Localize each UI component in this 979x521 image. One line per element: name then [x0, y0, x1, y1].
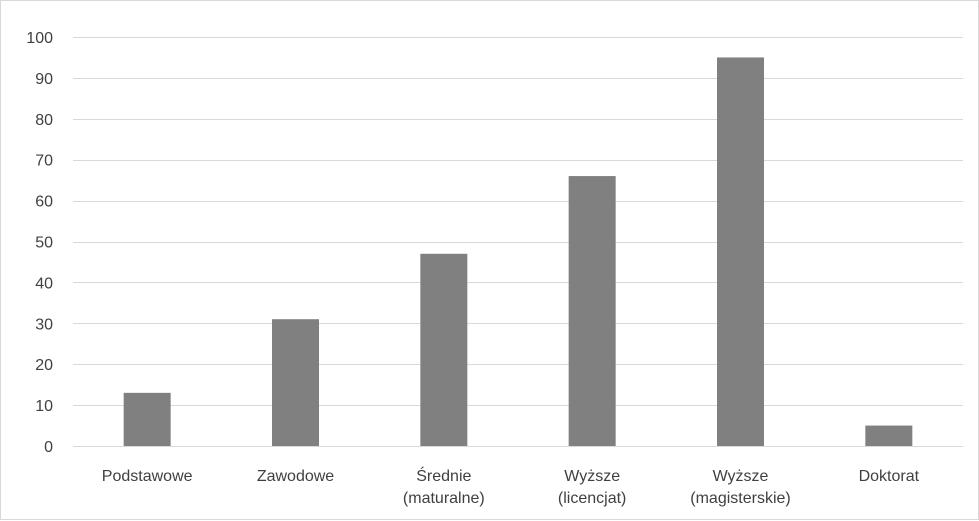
x-axis-category-labels: Podstawowe Zawodowe Średnie (maturalne) Wyżs… [102, 466, 920, 507]
bar-4 [717, 57, 764, 446]
y-tick-label: 0 [44, 439, 53, 456]
x-category-label-line: Podstawowe [102, 468, 193, 485]
bar-3 [568, 176, 616, 446]
x-category-label-line: Wyższe [713, 468, 769, 485]
bar-0 [123, 392, 171, 446]
gridlines [73, 37, 963, 447]
x-category-label-line: Doktorat [859, 468, 920, 485]
y-tick-label: 10 [35, 398, 53, 415]
x-category-label-line: (maturalne) [403, 490, 485, 507]
y-tick-label: 80 [35, 112, 53, 129]
y-tick-label: 50 [35, 235, 53, 252]
y-axis-tick-labels: 0 10 20 30 40 50 60 70 80 90 100 [26, 30, 53, 456]
x-category-label-line: Średnie [416, 466, 471, 485]
y-tick-label: 70 [35, 153, 53, 170]
x-category-label: Podstawowe [102, 468, 193, 485]
y-tick-label: 30 [35, 316, 53, 333]
x-category-label-line: (magisterskie) [690, 490, 790, 507]
x-category-label: Wyższe (magisterskie) [690, 468, 790, 507]
bars [123, 57, 913, 446]
y-tick-label: 100 [26, 30, 53, 47]
x-category-label: Doktorat [859, 468, 920, 485]
x-category-label: Wyższe (licencjat) [558, 468, 626, 507]
x-category-label: Średnie (maturalne) [403, 466, 485, 507]
y-tick-label: 20 [35, 357, 53, 374]
y-tick-label: 60 [35, 194, 53, 211]
y-tick-label: 90 [35, 71, 53, 88]
x-category-label-line: Zawodowe [257, 468, 334, 485]
y-tick-label: 40 [35, 275, 53, 292]
x-category-label-line: (licencjat) [558, 490, 626, 507]
bar-1 [272, 319, 319, 446]
bar-5 [865, 425, 913, 446]
bar-2 [420, 253, 468, 446]
x-category-label-line: Wyższe [564, 468, 620, 485]
x-category-label: Zawodowe [257, 468, 334, 485]
